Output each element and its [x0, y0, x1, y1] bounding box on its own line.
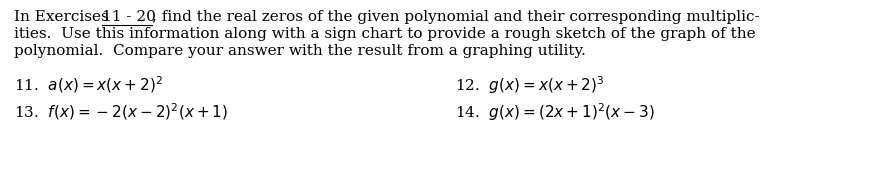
Text: ities.  Use this information along with a sign chart to provide a rough sketch o: ities. Use this information along with a… — [14, 27, 756, 41]
Text: 11 - 20: 11 - 20 — [102, 10, 156, 24]
Text: 14.  $g(x) = (2x+1)^2(x-3)$: 14. $g(x) = (2x+1)^2(x-3)$ — [455, 101, 654, 123]
Text: 12.  $g(x) = x(x+2)^3$: 12. $g(x) = x(x+2)^3$ — [455, 74, 605, 96]
Text: In Exercises: In Exercises — [14, 10, 114, 24]
Text: , find the real zeros of the given polynomial and their corresponding multiplic-: , find the real zeros of the given polyn… — [152, 10, 759, 24]
Text: polynomial.  Compare your answer with the result from a graphing utility.: polynomial. Compare your answer with the… — [14, 44, 586, 58]
Text: 13.  $f(x) = -2(x-2)^2(x+1)$: 13. $f(x) = -2(x-2)^2(x+1)$ — [14, 101, 228, 122]
Text: 11.  $a(x) = x(x+2)^2$: 11. $a(x) = x(x+2)^2$ — [14, 74, 163, 95]
